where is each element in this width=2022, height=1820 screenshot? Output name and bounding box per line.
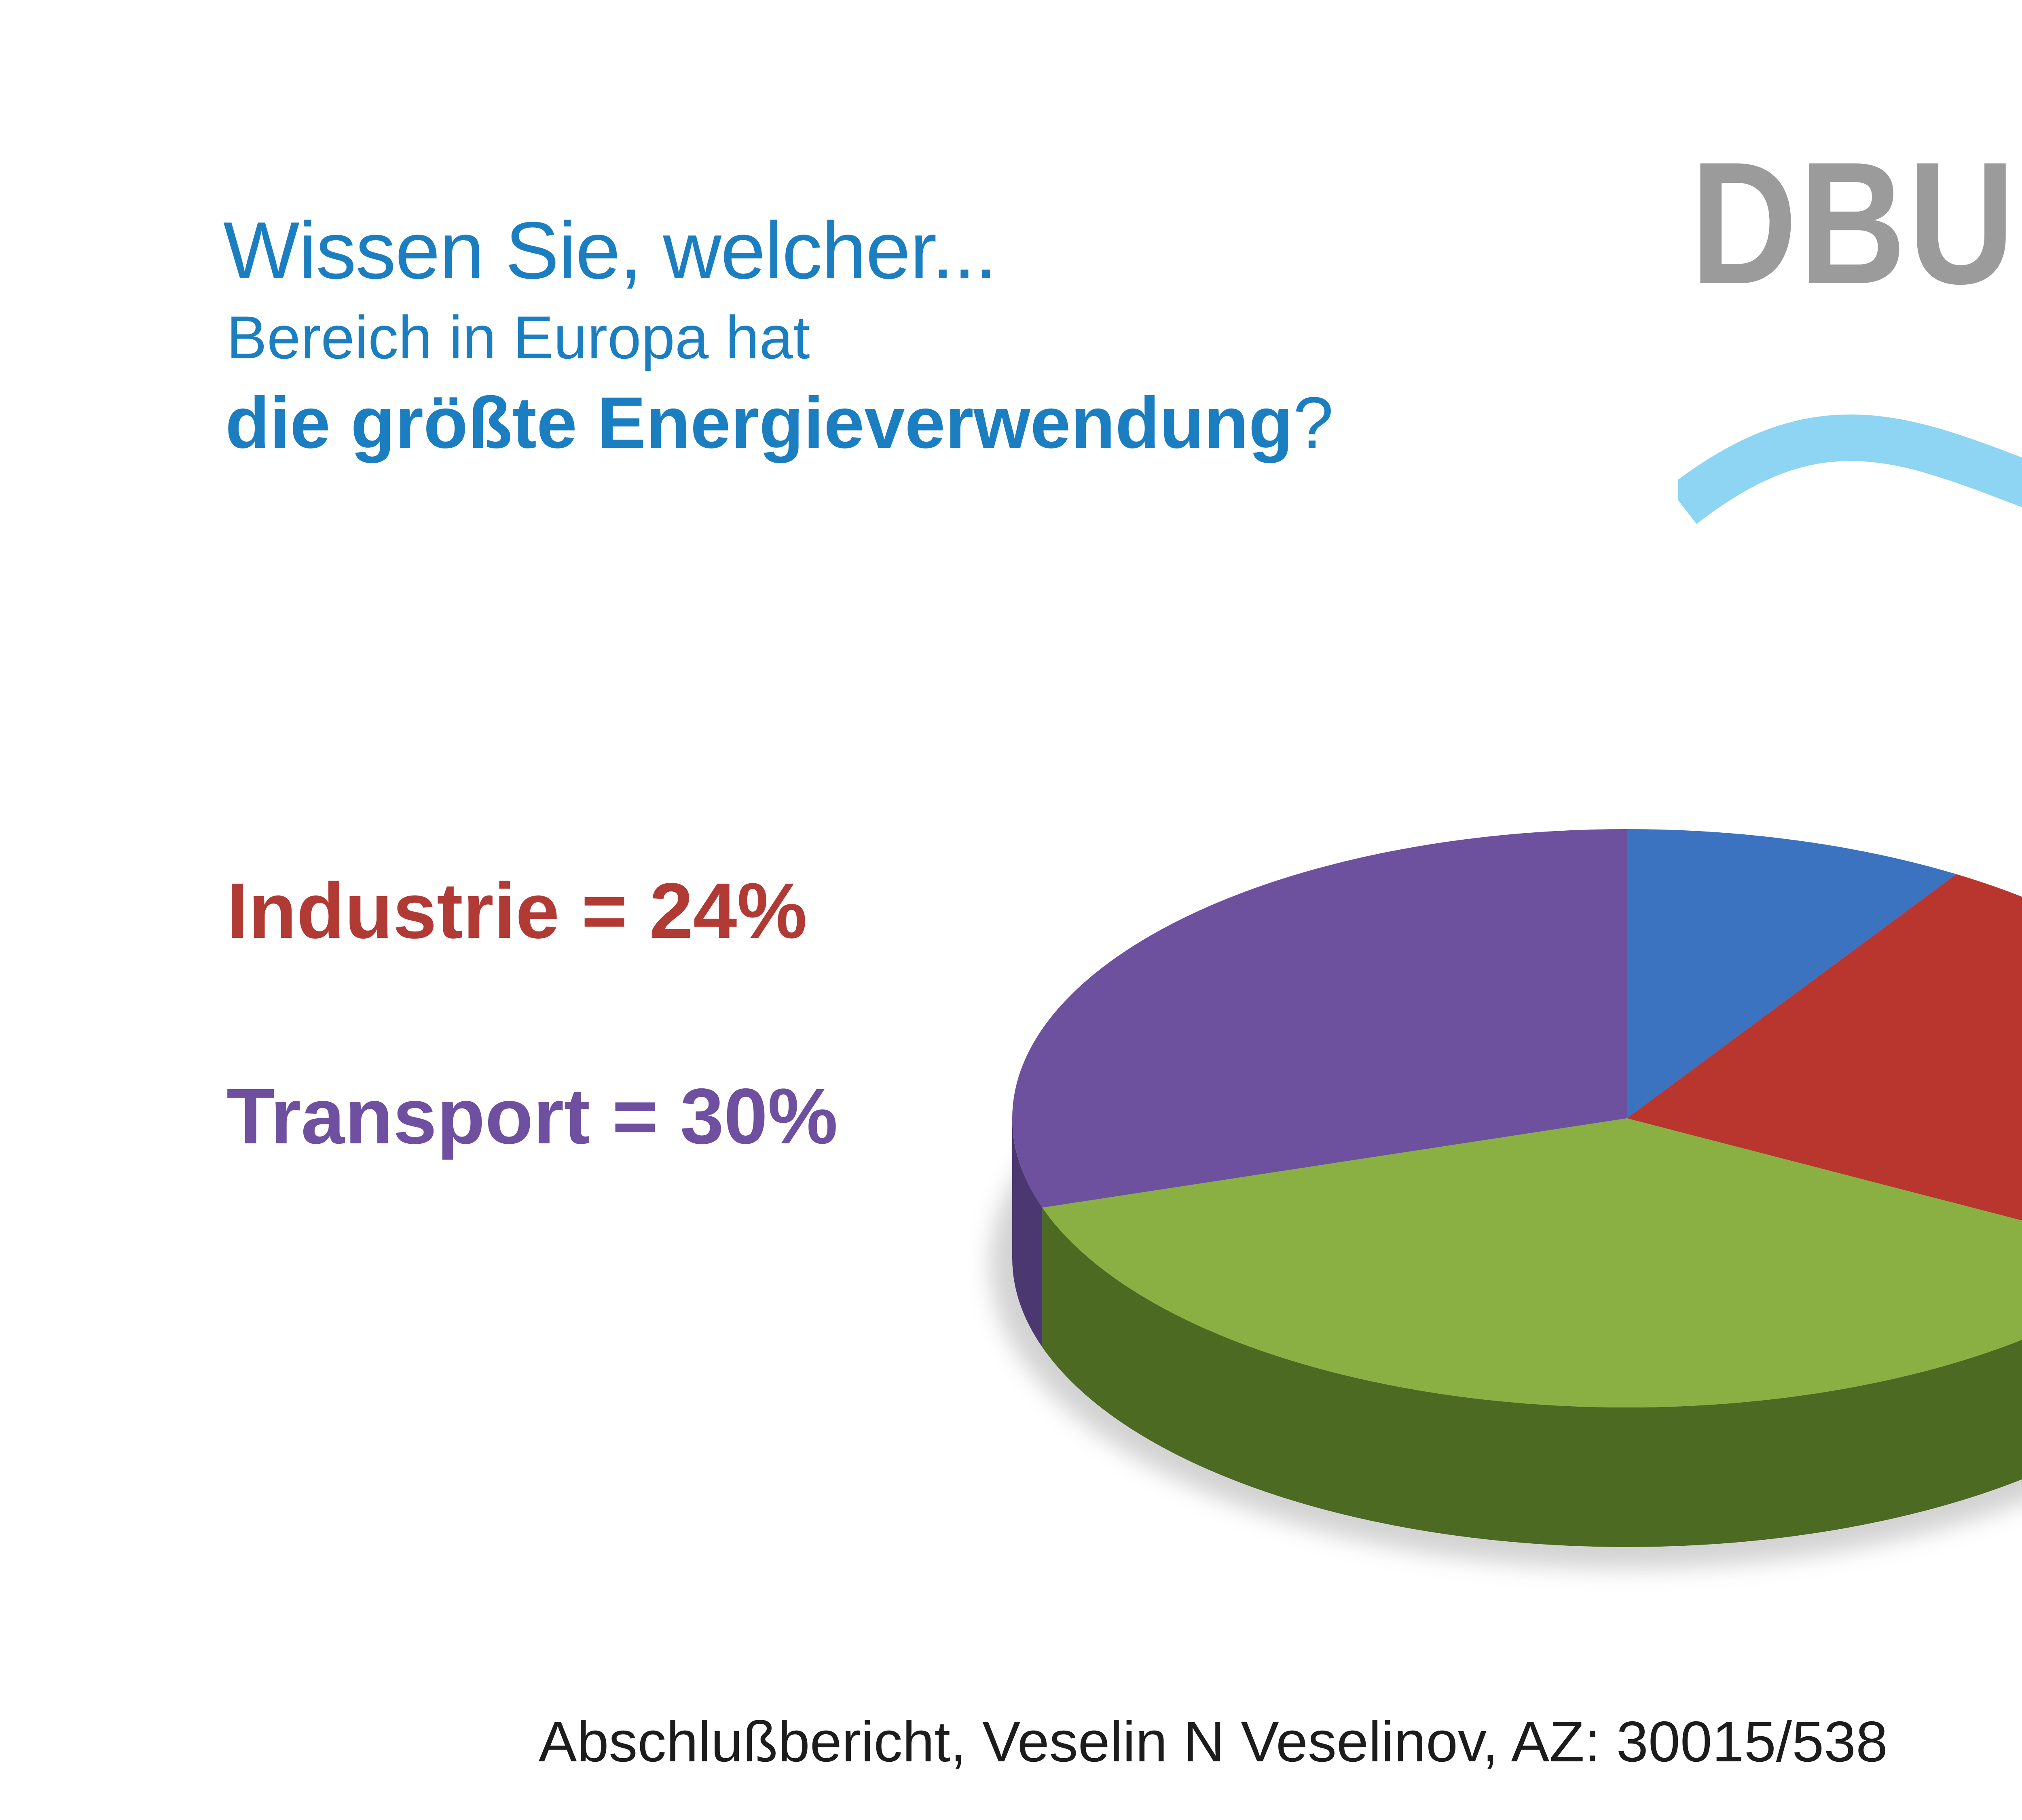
dbu-logo: DBU <box>1678 126 2022 524</box>
pie-slice-top <box>1012 829 1627 1208</box>
title-line-1: Wissen Sie, welcher... <box>223 205 997 296</box>
title-line-3: die größte Energieverwendung? <box>225 381 1334 465</box>
pie-slice-top <box>1627 829 1956 1118</box>
label-transport: Transport = 30% <box>226 1072 838 1160</box>
logo-wave-icon <box>1678 414 2022 524</box>
footer-citation: Abschlußbericht, Veselin N Veselinov, AZ… <box>538 1710 1888 1774</box>
logo-wordmark: DBU <box>1690 126 2017 320</box>
pie-slice-top <box>1627 874 2022 1221</box>
title-line-3-bold: die größte Energieverwendung <box>225 382 1293 463</box>
pie-slice-top <box>1042 1118 2022 1408</box>
label-industrie: Industrie = 24% <box>226 867 807 955</box>
pie-slice-wall <box>1042 1207 2022 1547</box>
title-question-mark: ? <box>1293 382 1334 463</box>
pie-slices <box>1012 829 2022 1547</box>
title-line-2: Bereich in Europa hat <box>226 303 810 371</box>
pie-slice-wall <box>1012 1118 1043 1347</box>
